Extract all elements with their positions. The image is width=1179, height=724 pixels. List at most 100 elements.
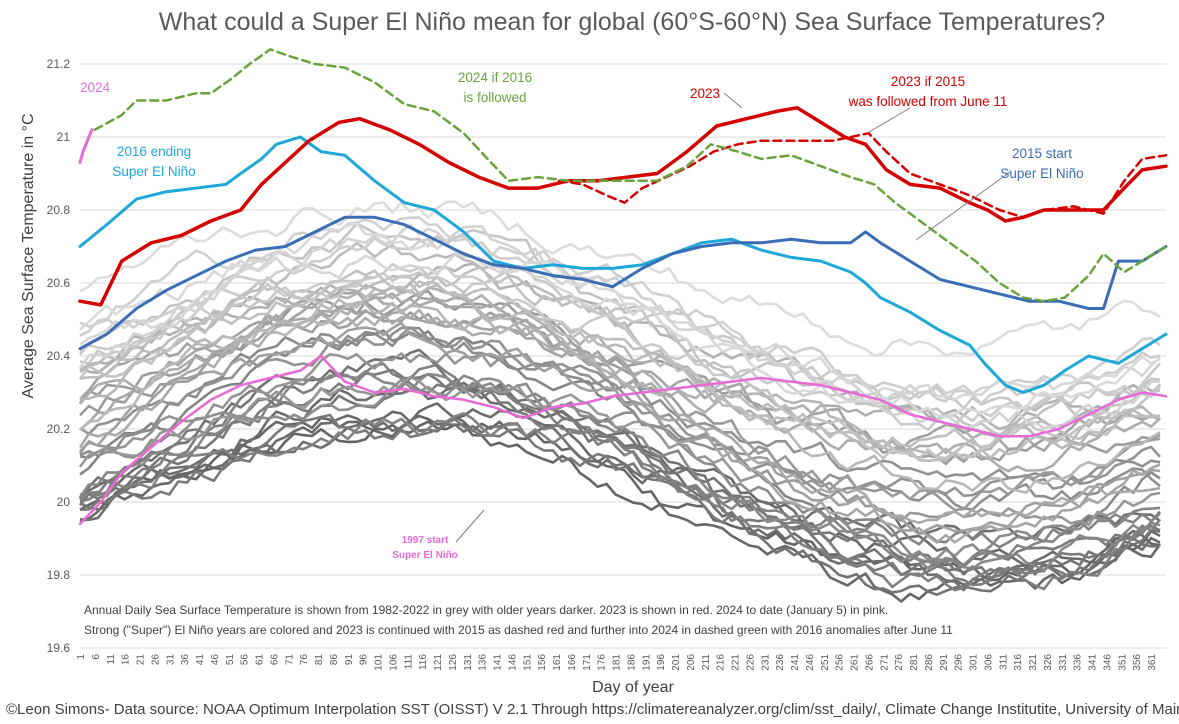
x-tick-label: 336 bbox=[1073, 654, 1084, 671]
grey-year-line bbox=[79, 321, 1161, 536]
x-tick-label: 351 bbox=[1117, 654, 1128, 671]
annotation-leaders bbox=[455, 92, 1011, 543]
grey-year-line bbox=[79, 326, 1161, 484]
x-tick-label: 76 bbox=[299, 654, 310, 666]
label-2024-if-2016-a: 2024 if 2016 bbox=[458, 70, 532, 85]
x-tick-label: 211 bbox=[701, 654, 712, 670]
y-axis-label: Average Sea Surface Temperature in °C bbox=[20, 113, 37, 398]
leader-1997 bbox=[455, 509, 485, 543]
x-tick-label: 301 bbox=[969, 654, 980, 671]
x-tick-label: 46 bbox=[210, 654, 221, 666]
y-tick-label: 19.6 bbox=[47, 641, 71, 655]
label-2016-ending-b: Super El Niño bbox=[112, 164, 195, 179]
grey-year-line bbox=[78, 223, 1161, 431]
y-tick-label: 19.8 bbox=[47, 568, 71, 582]
x-tick-label: 196 bbox=[656, 654, 667, 671]
x-tick-label: 181 bbox=[612, 654, 623, 671]
x-tick-label: 241 bbox=[790, 654, 801, 671]
x-tick-label: 121 bbox=[433, 654, 444, 671]
series-line bbox=[93, 48, 1168, 303]
chart-title: What could a Super El Niño mean for glob… bbox=[159, 8, 1105, 36]
grey-year-line bbox=[78, 375, 1161, 527]
y-tick-label: 20.4 bbox=[47, 349, 71, 363]
label-2023: 2023 bbox=[690, 86, 720, 101]
x-tick-label: 286 bbox=[924, 654, 935, 671]
grey-year-line bbox=[79, 282, 1161, 495]
x-tick-label: 161 bbox=[552, 654, 563, 671]
label-2024: 2024 bbox=[80, 80, 111, 95]
chart-note-1: Annual Daily Sea Surface Temperature is … bbox=[84, 603, 888, 617]
grey-year-line bbox=[79, 222, 1161, 419]
grey-year-line bbox=[79, 200, 1161, 358]
x-tick-label: 151 bbox=[522, 654, 533, 671]
series-line bbox=[78, 354, 1168, 526]
x-tick-label: 96 bbox=[359, 654, 370, 666]
grey-year-line bbox=[78, 309, 1161, 466]
chart-credit: ©Leon Simons- Data source: NOAA Optimum … bbox=[6, 701, 1179, 718]
x-tick-label: 326 bbox=[1043, 654, 1054, 671]
label-2015-start-a: 2015 start bbox=[1012, 146, 1072, 161]
y-tick-label: 20.6 bbox=[47, 276, 71, 290]
x-tick-label: 66 bbox=[269, 654, 280, 666]
x-tick-label: 271 bbox=[879, 654, 890, 671]
y-tick-label: 20.2 bbox=[47, 422, 71, 436]
x-tick-label: 111 bbox=[403, 654, 414, 670]
series-line bbox=[78, 215, 1168, 351]
x-axis-label: Day of year bbox=[592, 679, 674, 696]
x-axis-ticks: 1 6 11 16 21 26 31 36 41 46 51 56 61 66 71 76 81 86 91 96 10… bbox=[76, 654, 1158, 671]
leader-2023 bbox=[723, 92, 743, 109]
x-tick-label: 71 bbox=[284, 654, 295, 666]
x-tick-label: 176 bbox=[597, 654, 608, 671]
label-1997-start-b: Super El Niño bbox=[392, 550, 458, 561]
x-tick-label: 186 bbox=[626, 654, 637, 671]
y-tick-label: 21 bbox=[57, 130, 71, 144]
grey-year-line bbox=[79, 251, 1161, 401]
x-tick-label: 101 bbox=[374, 654, 385, 671]
series-line bbox=[78, 106, 1168, 307]
x-tick-label: 291 bbox=[939, 654, 950, 671]
x-tick-label: 221 bbox=[731, 654, 742, 671]
y-axis-ticks: 19.6 19.8 20 20.2 20.4 20.6 20.8 21 21.2 bbox=[47, 57, 71, 655]
x-tick-label: 21 bbox=[136, 654, 147, 666]
x-tick-label: 91 bbox=[344, 654, 355, 666]
label-2024-if-2016-b: is followed bbox=[463, 90, 526, 105]
label-2023-if-2015-a: 2023 if 2015 bbox=[891, 74, 965, 89]
x-tick-label: 6 bbox=[91, 654, 102, 660]
x-tick-label: 226 bbox=[745, 654, 756, 671]
x-tick-label: 41 bbox=[195, 654, 206, 666]
x-tick-label: 276 bbox=[894, 654, 905, 671]
leader-2023-if-2015 bbox=[868, 107, 911, 133]
x-tick-label: 281 bbox=[909, 654, 920, 671]
x-tick-label: 201 bbox=[671, 654, 682, 671]
x-tick-label: 36 bbox=[180, 654, 191, 666]
x-tick-label: 361 bbox=[1147, 654, 1158, 671]
label-1997-start-a: 1997 start bbox=[402, 535, 449, 546]
x-tick-label: 296 bbox=[954, 654, 965, 671]
x-tick-label: 216 bbox=[716, 654, 727, 671]
x-tick-label: 81 bbox=[314, 654, 325, 666]
x-tick-label: 346 bbox=[1102, 654, 1113, 671]
grey-year-line bbox=[79, 234, 1161, 405]
grey-year-lines bbox=[78, 200, 1162, 603]
series-line bbox=[78, 128, 94, 164]
y-tick-label: 21.2 bbox=[47, 57, 71, 71]
x-tick-label: 56 bbox=[240, 654, 251, 666]
x-tick-label: 106 bbox=[388, 654, 399, 671]
series-line bbox=[78, 135, 1168, 394]
x-tick-label: 191 bbox=[641, 654, 652, 671]
x-tick-label: 126 bbox=[448, 654, 459, 671]
x-tick-label: 136 bbox=[478, 654, 489, 671]
x-tick-label: 131 bbox=[463, 654, 474, 671]
x-tick-label: 166 bbox=[567, 654, 578, 671]
grey-year-line bbox=[78, 265, 1161, 436]
x-tick-label: 11 bbox=[106, 654, 117, 665]
x-tick-label: 251 bbox=[820, 654, 831, 671]
x-tick-label: 51 bbox=[225, 654, 236, 666]
x-tick-label: 116 bbox=[418, 654, 429, 670]
x-tick-label: 356 bbox=[1132, 654, 1143, 671]
x-tick-label: 256 bbox=[835, 654, 846, 671]
x-tick-label: 86 bbox=[329, 654, 340, 666]
x-tick-label: 146 bbox=[507, 654, 518, 671]
grey-year-line bbox=[78, 352, 1161, 498]
